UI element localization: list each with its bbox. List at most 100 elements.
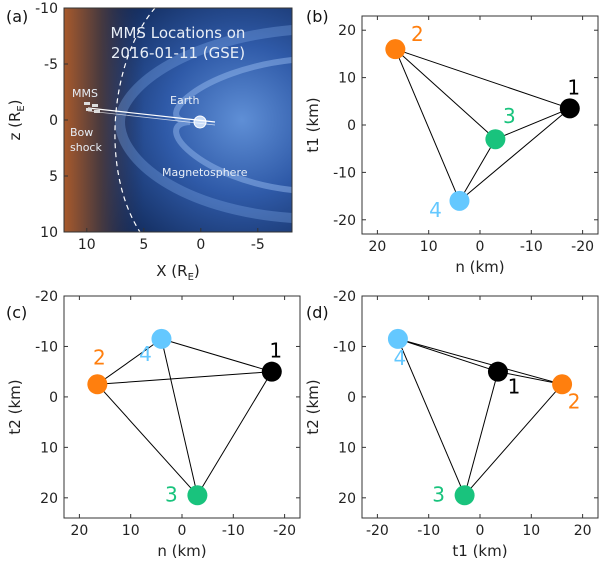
panel-c-edge-2-3: [96, 383, 198, 496]
panel-d-edge-2-4: [397, 338, 563, 385]
panel-b-ytick-label: 20: [338, 23, 356, 39]
magnetosphere-boundary-glow: [114, 25, 293, 223]
panel-c-xtick-label: 10: [122, 523, 140, 539]
panel-a-xlabel: X (RE): [156, 262, 200, 283]
panel-d-xlabel: t1 (km): [452, 542, 507, 560]
panel-d-xtick-label: 10: [522, 523, 540, 539]
panel-c-ytick-label: 10: [40, 440, 58, 456]
panel-d-edge-3-4: [397, 338, 466, 496]
panel-c-xlabel: n (km): [157, 542, 206, 560]
panel-c-point-1: [261, 361, 282, 382]
panel-d-label: (d): [306, 303, 329, 322]
panel-c-xtick-label: -20: [273, 523, 296, 539]
panel-c-edge-1-4: [161, 338, 272, 373]
panel-b-xtick-label: 0: [476, 239, 485, 255]
panel-a-xtick-label: 5: [139, 237, 148, 253]
panel-c-edge-1-3: [196, 371, 273, 496]
earth-marker: [193, 115, 207, 129]
panel-d-point-2: [552, 374, 573, 395]
panel-c-point-label-1: 1: [269, 339, 282, 363]
panel-c-point-label-3: 3: [165, 482, 178, 506]
panel-a-ytick-label: 0: [49, 113, 58, 129]
panel-b-point-label-1: 1: [567, 75, 580, 99]
panel-b-point-label-2: 2: [411, 22, 424, 46]
panel-b-scatter: (b) 20 10 0 -10 -20 20 10 0 -10 -20 n (km) t1 (km) 1 2…: [304, 7, 599, 276]
mms-spacecraft-markers: [84, 102, 100, 113]
panel-c-ytick-label: 0: [49, 390, 58, 406]
panel-b-point-2: [385, 39, 406, 60]
panel-b-ytick-label: -20: [333, 213, 356, 229]
panel-b-ylabel: t1 (km): [304, 97, 322, 152]
panel-c-xtick-label: 20: [70, 523, 88, 539]
panel-d-ytick-label: 20: [338, 491, 356, 507]
panel-d-edge-1-3: [464, 371, 499, 496]
panel-b-point-label-4: 4: [429, 198, 442, 222]
bow-shock-curve: [114, 7, 156, 233]
solar-wind-region: [64, 8, 144, 232]
panel-d-edge-1-4: [397, 338, 499, 373]
bow-shock-annotation-line-1: Bow: [70, 126, 93, 139]
panel-c-ytick-label: -10: [35, 339, 58, 355]
magnetosphere-annotation: Magnetosphere: [162, 166, 248, 179]
panel-c-frame: [63, 295, 301, 519]
panel-b-edge-3-4: [459, 138, 496, 202]
panel-d-point-4: [387, 328, 408, 349]
panel-d-ytick-label: -10: [333, 339, 356, 355]
panel-a-ylabel: z (RE): [6, 99, 27, 140]
panel-c-scatter: (c) 20 10 0 -10 -20 20 10 0 -10 -20 n (km) t2 (km) 1 2…: [6, 289, 301, 560]
panel-b-point-label-3: 3: [503, 104, 516, 128]
panel-c-point-label-4: 4: [139, 342, 152, 366]
panel-d-ytick-label: 0: [347, 390, 356, 406]
panel-d-xtick-label: -20: [366, 523, 389, 539]
panel-d-ytick-label: 10: [338, 440, 356, 456]
panel-c-ylabel: t2 (km): [6, 379, 24, 434]
panel-d-point-label-3: 3: [432, 482, 445, 506]
panel-c-point-4: [151, 328, 172, 349]
panel-b-xtick-label: -20: [571, 239, 594, 255]
panel-c-xtick-label: -10: [222, 523, 245, 539]
panel-d-xtick-label: 20: [574, 523, 592, 539]
panel-d-point-3: [454, 485, 475, 506]
panel-b-ytick-label: 0: [347, 118, 356, 134]
panel-a-ytick-label: 10: [40, 225, 58, 241]
panel-b-edge-2-3: [395, 48, 496, 140]
panel-b-edge-1-2: [395, 48, 570, 109]
panel-a-ytick-label: 5: [49, 169, 58, 185]
panel-d-xtick-label: -10: [417, 523, 440, 539]
panel-c-edge-3-4: [160, 338, 198, 496]
panel-b-edge-2-4: [394, 48, 460, 202]
panel-a-ytick-label: -5: [44, 57, 58, 73]
panel-d-edge-1-2: [497, 371, 563, 385]
panel-c-ytick-label: 20: [40, 491, 58, 507]
panel-c-point-2: [87, 374, 108, 395]
panel-b-xtick-label: 20: [368, 239, 386, 255]
mms-orbit-line-2: [87, 110, 216, 126]
panel-d-xtick-label: 0: [476, 523, 485, 539]
earth-annotation: Earth: [170, 94, 200, 107]
panel-a-magnetosphere-image: (a) MMS Locations on 2016-01-11 (GSE) MM…: [6, 1, 293, 283]
panel-a-label: (a): [6, 7, 28, 26]
panel-c-xtick-label: 0: [178, 523, 187, 539]
panel-c-edge-1-2: [97, 371, 272, 385]
panel-b-label: (b): [306, 7, 329, 26]
mms-annotation: MMS: [72, 87, 98, 100]
panel-d-ylabel: t2 (km): [304, 379, 322, 434]
panel-d-point-1: [487, 361, 508, 382]
bow-shock-annotation-line-2: shock: [70, 141, 102, 154]
panel-b-xtick-label: 10: [420, 239, 438, 255]
panel-b-xlabel: n (km): [455, 258, 504, 276]
panel-b-point-1: [559, 98, 580, 119]
panel-b-ytick-label: 10: [338, 71, 356, 87]
image-title-line-1: MMS Locations on: [111, 24, 246, 42]
panel-b-edge-1-3: [495, 107, 570, 140]
panel-c-edge-2-4: [97, 338, 162, 385]
panel-d-point-label-1: 1: [508, 375, 521, 399]
panel-a-xtick-label: 10: [78, 237, 96, 253]
panel-b-edge-1-4: [459, 108, 571, 202]
panel-b-point-3: [485, 129, 506, 150]
panel-a-ticks: 10 5 0 -5 -10 -5 0 5 10: [35, 1, 265, 253]
mms-orbit-line-1: [87, 107, 216, 123]
panel-d-point-label-2: 2: [568, 389, 581, 413]
